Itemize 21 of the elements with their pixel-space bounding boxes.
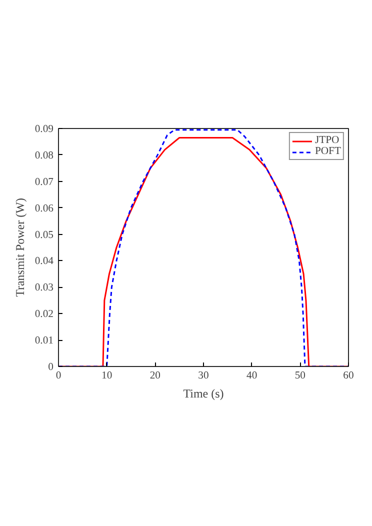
y-axis-title: Transmit Power (W) — [12, 198, 27, 297]
y-tick-label: 0.04 — [34, 256, 54, 268]
y-tick-label: 0.02 — [34, 309, 54, 320]
y-tick-label: 0.09 — [34, 124, 54, 135]
legend-label: JTPO — [314, 135, 340, 146]
x-axis-title: Time (s) — [183, 386, 224, 400]
x-tick-label: 0 — [56, 370, 62, 382]
x-tick-label: 20 — [150, 370, 160, 382]
x-tick-label: 60 — [343, 370, 354, 382]
x-tick-label: 10 — [102, 370, 112, 382]
y-tick-label: 0.08 — [34, 150, 54, 162]
legend-label: POFT — [314, 146, 341, 157]
x-tick-label: 40 — [246, 370, 258, 382]
y-tick-label: 0.03 — [34, 282, 54, 294]
x-tick-label: 30 — [198, 370, 209, 382]
x-tick-label: 50 — [294, 370, 306, 382]
y-tick-label: 0.06 — [34, 203, 54, 214]
y-tick-label: 0.07 — [34, 176, 54, 188]
y-tick-label: 0 — [48, 362, 54, 373]
y-tick-label: 0.01 — [34, 336, 54, 347]
y-tick-label: 0.05 — [34, 230, 54, 241]
